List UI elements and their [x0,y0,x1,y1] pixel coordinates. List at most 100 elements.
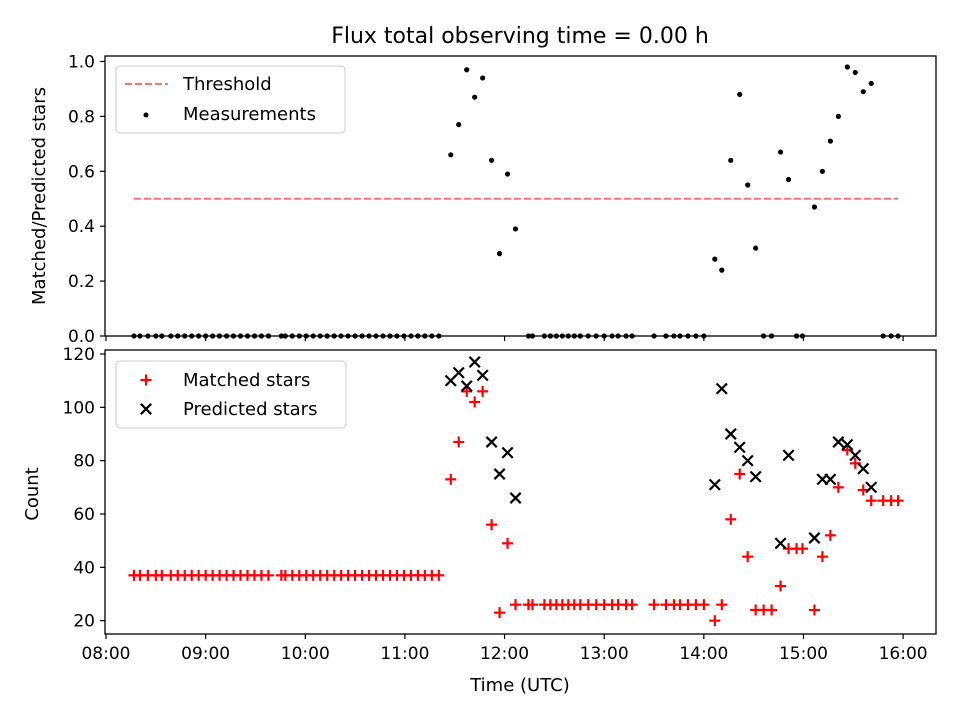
matched-star-point [816,551,828,563]
matched-star-point [626,599,638,611]
ratio-panel: 0.0 0.2 0.4 0.6 0.8 1.0 Matched/Predicted sta… [29,52,937,347]
x-tick-label: 14:00 [679,644,728,664]
measurement-point [811,204,818,210]
matched-star-point [262,569,274,581]
matched-star-point [824,529,836,541]
matched-star-point [698,599,710,611]
predicted-star-point [824,473,837,486]
matched-star-point [648,599,660,611]
ratio-legend: Threshold Measurements [115,65,346,134]
measurement-point [868,80,874,87]
matched-star-point [716,599,728,611]
ratio-y-tick-label: 0.6 [68,162,95,182]
predicted-star-point [501,446,514,459]
measurement-point [728,157,734,163]
count-y-tick-label: 100 [63,398,95,418]
matched-star-point [477,385,489,397]
predicted-legend-swatch [140,403,152,415]
matched-legend-label: Matched stars [183,370,310,391]
predicted-star-point [493,468,506,480]
count-y-tick-label: 20 [73,612,95,632]
predicted-star-point [485,436,498,448]
count-panel-frame [104,349,937,635]
measurements-legend-swatch [143,112,149,118]
predicted-star-point [509,492,522,504]
predicted-star-point [782,449,795,462]
matched-star-point [453,436,465,448]
predicted-star-point [733,441,746,454]
predicted-star-point [808,532,821,544]
matched-star-point [775,580,787,592]
predicted-star-point [715,382,728,395]
measurement-point [852,69,858,76]
measurement-point [504,171,511,177]
matched-legend-marker [140,374,152,386]
predicted-star-point [774,537,787,550]
figure-title: Flux total observing time = 0.00 h [331,24,709,49]
measurement-point [785,176,792,183]
matched-star-point [494,607,506,619]
count-y-tick-label: 120 [63,345,95,365]
measurement-point [844,64,850,70]
predicted-star-point [460,380,473,392]
measurement-point [464,67,470,73]
measurement-point [835,113,841,119]
predicted-legend-label: Predicted stars [183,399,317,420]
ratio-y-axis-label: Matched/Predicted stars [29,87,50,305]
predicted-star-point [741,454,754,467]
predicted-star-point [849,449,862,462]
matched-star-point [865,495,877,507]
x-tick-label: 10:00 [281,644,330,664]
measurement-point [448,152,454,158]
predicted-star-point [476,369,489,382]
predicted-star-point [724,428,737,440]
matched-star-point [808,604,820,616]
predicted-star-point [708,478,721,491]
measurement-point [737,91,743,98]
ratio-panel-frame [104,55,937,337]
measurement-point [777,149,784,155]
matched-star-point [766,604,778,616]
predicted-star-point [452,366,465,379]
ratio-legend-box [115,65,346,134]
measurement-point [827,138,833,144]
x-tick-label: 08:00 [81,644,130,664]
matched-star-point [832,481,844,493]
measurement-point [480,75,486,81]
matched-star-point [469,396,481,408]
measurement-point [745,182,751,188]
count-panel: 20 40 60 80 100 120 08:00 09:00 10:00 11:00 12:00… [22,345,937,696]
x-tick-label: 16:00 [879,644,928,664]
matched-star-point [734,468,746,480]
measurement-point [753,245,759,251]
count-y-tick-label: 60 [73,505,95,525]
matched-star-point [526,599,538,611]
x-tick-label: 12:00 [480,644,529,664]
predicted-star-point [749,470,762,483]
matched-star-point [445,473,457,485]
predicted-star-point [865,481,878,494]
matched-star-point [502,537,514,549]
matched-star-point [742,551,754,563]
predicted-star-point [857,462,870,475]
predicted-star-point [468,356,481,368]
matched-star-point [510,599,522,611]
measurement-point [472,94,478,100]
count-y-tick-label: 40 [73,558,95,578]
predicted-star-point [832,436,845,448]
measurement-point [712,256,718,262]
measurement-point [489,157,495,163]
measurement-point [456,122,462,128]
measurement-point [719,267,725,273]
predicted-star-point [841,438,854,451]
matched-star-point [892,495,904,507]
matched-star-point [709,615,721,627]
ratio-y-tick-label: 1.0 [68,52,95,72]
predicted-legend-marker [140,403,152,415]
ratio-y-tick-label: 0.2 [68,272,95,292]
measurements-legend-label: Measurements [183,104,316,125]
measurement-point [496,251,503,257]
matched-legend-swatch [140,374,152,386]
x-tick-label: 09:00 [181,644,230,664]
